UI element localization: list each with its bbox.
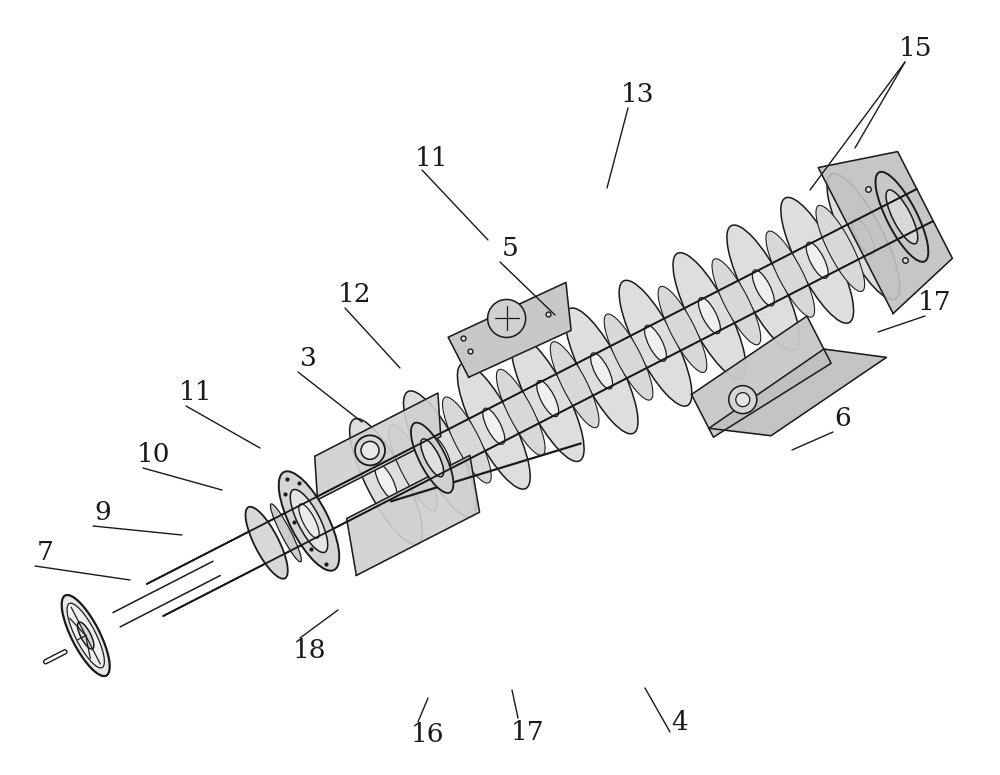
Ellipse shape <box>67 603 104 668</box>
Ellipse shape <box>483 408 505 444</box>
Text: 16: 16 <box>411 722 445 748</box>
Text: 17: 17 <box>511 719 545 745</box>
Ellipse shape <box>389 425 437 511</box>
Ellipse shape <box>550 342 599 428</box>
Ellipse shape <box>729 386 757 414</box>
Ellipse shape <box>806 243 828 278</box>
Ellipse shape <box>565 308 638 434</box>
Ellipse shape <box>886 190 918 244</box>
Ellipse shape <box>875 172 928 262</box>
Polygon shape <box>709 349 886 436</box>
Ellipse shape <box>604 314 653 400</box>
Ellipse shape <box>62 595 110 676</box>
Text: 15: 15 <box>898 36 932 60</box>
Ellipse shape <box>361 441 379 460</box>
Ellipse shape <box>752 270 774 306</box>
Ellipse shape <box>766 231 815 317</box>
Ellipse shape <box>375 463 397 500</box>
Ellipse shape <box>279 471 339 570</box>
Text: 5: 5 <box>502 236 518 260</box>
Ellipse shape <box>673 253 746 378</box>
Ellipse shape <box>658 287 707 373</box>
Ellipse shape <box>290 490 328 553</box>
Text: 10: 10 <box>137 443 171 467</box>
Ellipse shape <box>245 507 288 579</box>
Text: 9: 9 <box>95 500 111 525</box>
Polygon shape <box>315 393 441 500</box>
Ellipse shape <box>355 436 385 465</box>
Ellipse shape <box>421 439 444 477</box>
Polygon shape <box>448 282 571 377</box>
Ellipse shape <box>727 225 800 351</box>
Text: 3: 3 <box>300 346 316 370</box>
Ellipse shape <box>78 622 94 649</box>
Ellipse shape <box>442 397 491 483</box>
Ellipse shape <box>350 418 422 544</box>
Text: 18: 18 <box>293 638 327 663</box>
Ellipse shape <box>645 326 666 361</box>
Ellipse shape <box>852 219 874 255</box>
Ellipse shape <box>781 198 854 323</box>
Ellipse shape <box>511 336 584 461</box>
Text: 12: 12 <box>338 283 372 308</box>
Polygon shape <box>691 316 831 437</box>
Ellipse shape <box>457 363 530 489</box>
Ellipse shape <box>270 504 301 562</box>
Text: 4: 4 <box>672 709 688 735</box>
Text: 13: 13 <box>621 82 655 108</box>
Ellipse shape <box>816 205 865 291</box>
Ellipse shape <box>537 381 559 417</box>
Ellipse shape <box>488 299 526 337</box>
Text: 7: 7 <box>37 539 53 564</box>
Text: 11: 11 <box>415 146 449 170</box>
Ellipse shape <box>299 504 319 538</box>
Ellipse shape <box>496 370 545 456</box>
Text: 6: 6 <box>835 405 851 430</box>
Text: 11: 11 <box>179 381 213 405</box>
Ellipse shape <box>404 391 476 517</box>
Ellipse shape <box>591 353 613 389</box>
Ellipse shape <box>736 393 750 407</box>
Text: 17: 17 <box>918 291 952 315</box>
Polygon shape <box>347 456 480 575</box>
Ellipse shape <box>411 422 453 493</box>
Ellipse shape <box>827 174 900 299</box>
Ellipse shape <box>712 259 761 345</box>
Ellipse shape <box>619 281 692 406</box>
Polygon shape <box>818 152 952 314</box>
Ellipse shape <box>698 298 720 334</box>
Ellipse shape <box>429 436 451 472</box>
